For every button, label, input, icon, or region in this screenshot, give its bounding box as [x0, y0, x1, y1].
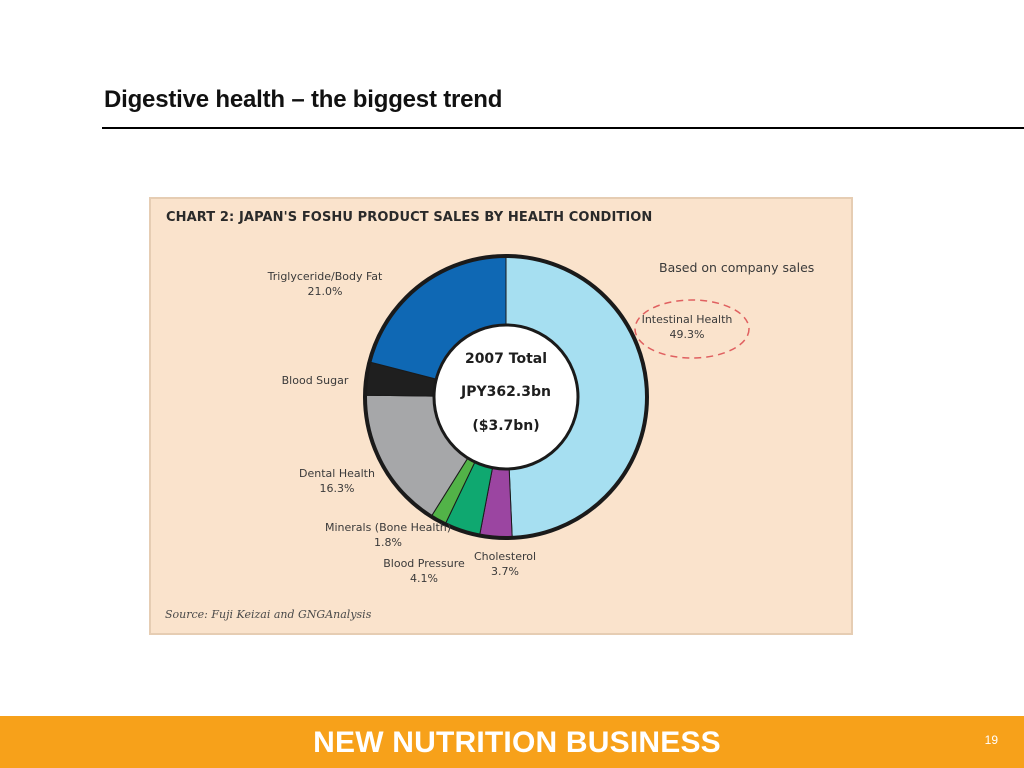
- center-text-line: JPY362.3bn: [460, 384, 551, 400]
- slice-label-dental-health: Dental Health: [299, 467, 375, 480]
- slice-label-triglyceride-body-fat: Triglyceride/Body Fat: [267, 270, 383, 283]
- title-rule: [102, 127, 1024, 129]
- slice-label-blood-sugar: Blood Sugar: [282, 374, 349, 387]
- center-text-line: 2007 Total: [465, 351, 547, 367]
- center-text-line: ($3.7bn): [472, 418, 539, 434]
- chart-panel: 2007 Total JPY362.3bn ($3.7bn) Intestinal H…: [149, 197, 853, 635]
- slice-value-dental-health: 16.3%: [320, 482, 355, 495]
- footer-brand: NEW NUTRITION BUSINESS: [313, 726, 721, 759]
- slice-value-blood-pressure: 4.1%: [410, 572, 438, 585]
- chart-note: Based on company sales: [659, 260, 815, 275]
- donut-center: [432, 323, 580, 471]
- slice-value-intestinal-health: 49.3%: [670, 328, 705, 341]
- slice-label-minerals-bone-health: Minerals (Bone Health): [325, 521, 451, 534]
- donut-outer-ring: [363, 254, 649, 540]
- slide-title: Digestive health – the biggest trend: [104, 86, 503, 113]
- slice-value-cholesterol: 3.7%: [491, 565, 519, 578]
- slice-label-blood-pressure: Blood Pressure: [383, 557, 465, 570]
- slice-value-minerals-bone-health: 1.8%: [374, 536, 402, 549]
- chart-title: CHART 2: JAPAN'S FOSHU PRODUCT SALES BY …: [166, 210, 653, 225]
- highlight-ellipse: [634, 299, 750, 359]
- slice-label-cholesterol: Cholesterol: [474, 550, 536, 563]
- chart-source: Source: Fuji Keizai and GNGAnalysis: [165, 608, 372, 621]
- donut-chart: 2007 Total JPY362.3bn ($3.7bn) Intestinal H…: [267, 254, 750, 585]
- slice-label-intestinal-health: Intestinal Health: [642, 313, 733, 326]
- page-number: 19: [984, 733, 998, 747]
- slice-value-triglyceride-body-fat: 21.0%: [308, 285, 343, 298]
- footer-bar: NEW NUTRITION BUSINESS 19: [0, 716, 1024, 768]
